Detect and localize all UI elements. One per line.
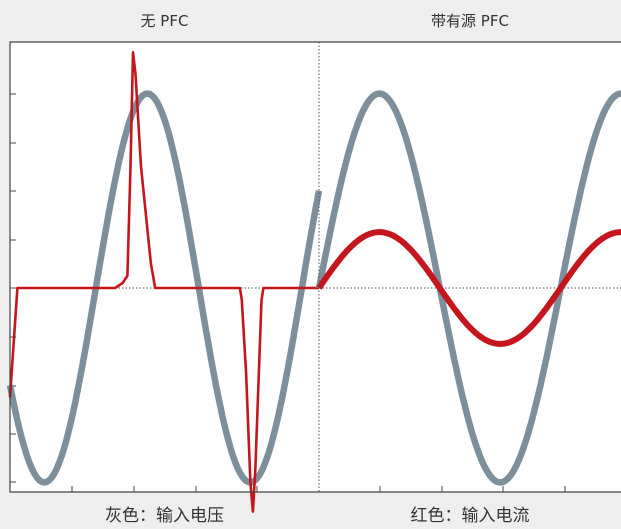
- right-panel-title: 带有源 PFC: [431, 12, 509, 30]
- current-legend-caption: 红色：输入电流: [410, 506, 530, 526]
- current-trace-no-pfc: [8, 51, 319, 513]
- current-trace-active-pfc: [316, 229, 621, 347]
- voltage-trace-active-pfc: [315, 90, 621, 486]
- voltage-trace-no-pfc: [6, 90, 323, 486]
- left-panel-title: 无 PFC: [140, 12, 189, 30]
- voltage-legend-caption: 灰色：输入电压: [105, 506, 224, 526]
- left-plot: [6, 51, 323, 513]
- right-plot: [315, 90, 621, 486]
- plot-area: [10, 42, 621, 492]
- plot-frame: [9, 41, 621, 493]
